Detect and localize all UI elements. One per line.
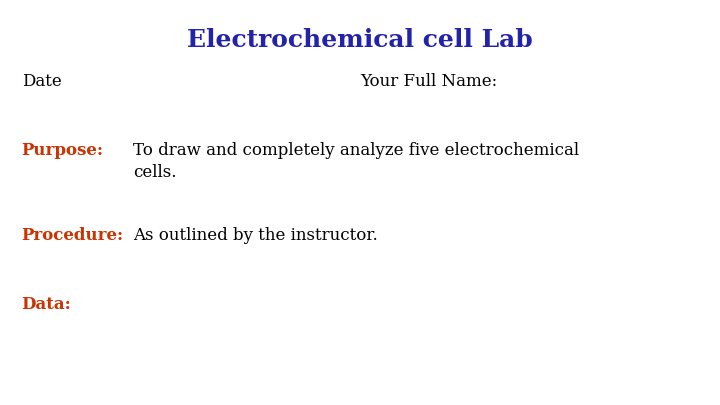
Text: Date: Date: [22, 73, 61, 90]
Text: Purpose:: Purpose:: [22, 142, 104, 159]
Text: Your Full Name:: Your Full Name:: [360, 73, 498, 90]
Text: To draw and completely analyze five electrochemical
cells.: To draw and completely analyze five elec…: [133, 142, 580, 181]
Text: Data:: Data:: [22, 296, 71, 313]
Text: Electrochemical cell Lab: Electrochemical cell Lab: [187, 28, 533, 52]
Text: As outlined by the instructor.: As outlined by the instructor.: [133, 227, 378, 244]
Text: Procedure:: Procedure:: [22, 227, 124, 244]
